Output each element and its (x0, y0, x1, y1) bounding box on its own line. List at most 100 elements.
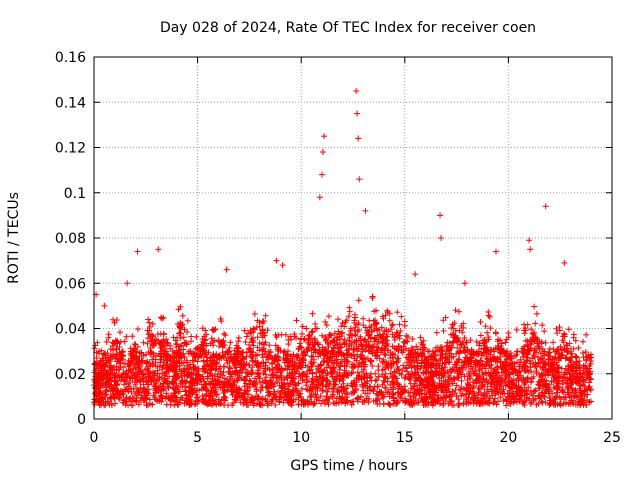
data-point (223, 266, 230, 273)
data-point (496, 385, 503, 392)
data-point (348, 390, 355, 397)
data-point (570, 331, 577, 338)
data-point (213, 365, 220, 372)
data-point (402, 337, 409, 344)
data-point (235, 334, 242, 341)
data-point (348, 401, 355, 408)
data-point (262, 312, 269, 319)
data-point (117, 329, 124, 336)
data-point (486, 313, 493, 320)
data-point (117, 338, 124, 345)
data-point (386, 310, 393, 317)
data-point (319, 149, 326, 156)
data-point (311, 346, 318, 353)
chart-title: Day 028 of 2024, Rate Of TEC Index for r… (160, 20, 536, 36)
data-point (345, 313, 352, 320)
data-point (563, 342, 570, 349)
data-point (447, 369, 454, 376)
data-point (259, 334, 266, 341)
data-point (524, 375, 531, 382)
y-tick-label: 0.14 (55, 95, 86, 111)
data-point (333, 372, 340, 379)
data-point (194, 358, 201, 365)
data-point (467, 365, 474, 372)
data-point (116, 349, 123, 356)
data-point (561, 330, 568, 337)
y-tick-label: 0.12 (55, 141, 86, 157)
y-tick-label: 0.16 (55, 50, 86, 66)
data-point (257, 379, 264, 386)
data-point (516, 368, 523, 375)
data-point (217, 368, 224, 375)
data-point (417, 334, 424, 341)
x-axis-label: GPS time / hours (290, 458, 407, 474)
data-point (531, 388, 538, 395)
data-point (155, 246, 162, 253)
data-point (263, 374, 270, 381)
data-point (354, 395, 361, 402)
data-point (242, 339, 249, 346)
data-point (492, 248, 499, 255)
data-point (248, 394, 255, 401)
data-point (223, 348, 230, 355)
data-point (303, 379, 310, 386)
data-point (309, 328, 316, 335)
data-point (452, 307, 459, 314)
data-point (441, 359, 448, 366)
data-point (279, 262, 286, 269)
data-point (309, 310, 316, 317)
data-point (558, 346, 565, 353)
data-point (194, 344, 201, 351)
data-point (323, 335, 330, 342)
data-point (437, 212, 444, 219)
tick-labels: 0 0.02 0.04 0.06 0.08 0.1 0.12 0.14 0.16 0 5 10 15 20… (55, 50, 621, 446)
data-point (136, 353, 143, 360)
data-point (412, 271, 419, 278)
data-point (444, 339, 451, 346)
data-point (200, 343, 207, 350)
data-point (460, 400, 467, 407)
data-point (145, 335, 152, 342)
data-point (135, 401, 142, 408)
data-point (413, 343, 420, 350)
data-point (566, 394, 573, 401)
data-point (320, 133, 327, 140)
data-point (357, 333, 364, 340)
data-point (157, 314, 164, 321)
data-point (482, 365, 489, 372)
data-point (582, 349, 589, 356)
data-point (227, 339, 234, 346)
data-point (399, 367, 406, 374)
data-point (375, 383, 382, 390)
data-point (318, 400, 325, 407)
data-point (542, 203, 549, 210)
data-point (356, 176, 363, 183)
data-point (394, 346, 401, 353)
data-point (166, 373, 173, 380)
data-point (407, 357, 414, 364)
data-point (487, 383, 494, 390)
data-point (146, 323, 153, 330)
data-point (132, 366, 139, 373)
x-tick-label: 25 (603, 430, 621, 446)
data-point (452, 386, 459, 393)
data-point (380, 356, 387, 363)
data-point (145, 316, 152, 323)
data-point (451, 376, 458, 383)
data-point (483, 355, 490, 362)
data-point (578, 390, 585, 397)
data-point (307, 358, 314, 365)
data-point (280, 349, 287, 356)
data-point (219, 372, 226, 379)
data-point (347, 327, 354, 334)
data-point (413, 357, 420, 364)
data-point (505, 393, 512, 400)
data-point (583, 331, 590, 338)
data-point (535, 354, 542, 361)
data-point (445, 358, 452, 365)
data-point (141, 399, 148, 406)
data-point (561, 259, 568, 266)
data-point (138, 359, 145, 366)
data-point (293, 368, 300, 375)
data-point (477, 332, 484, 339)
